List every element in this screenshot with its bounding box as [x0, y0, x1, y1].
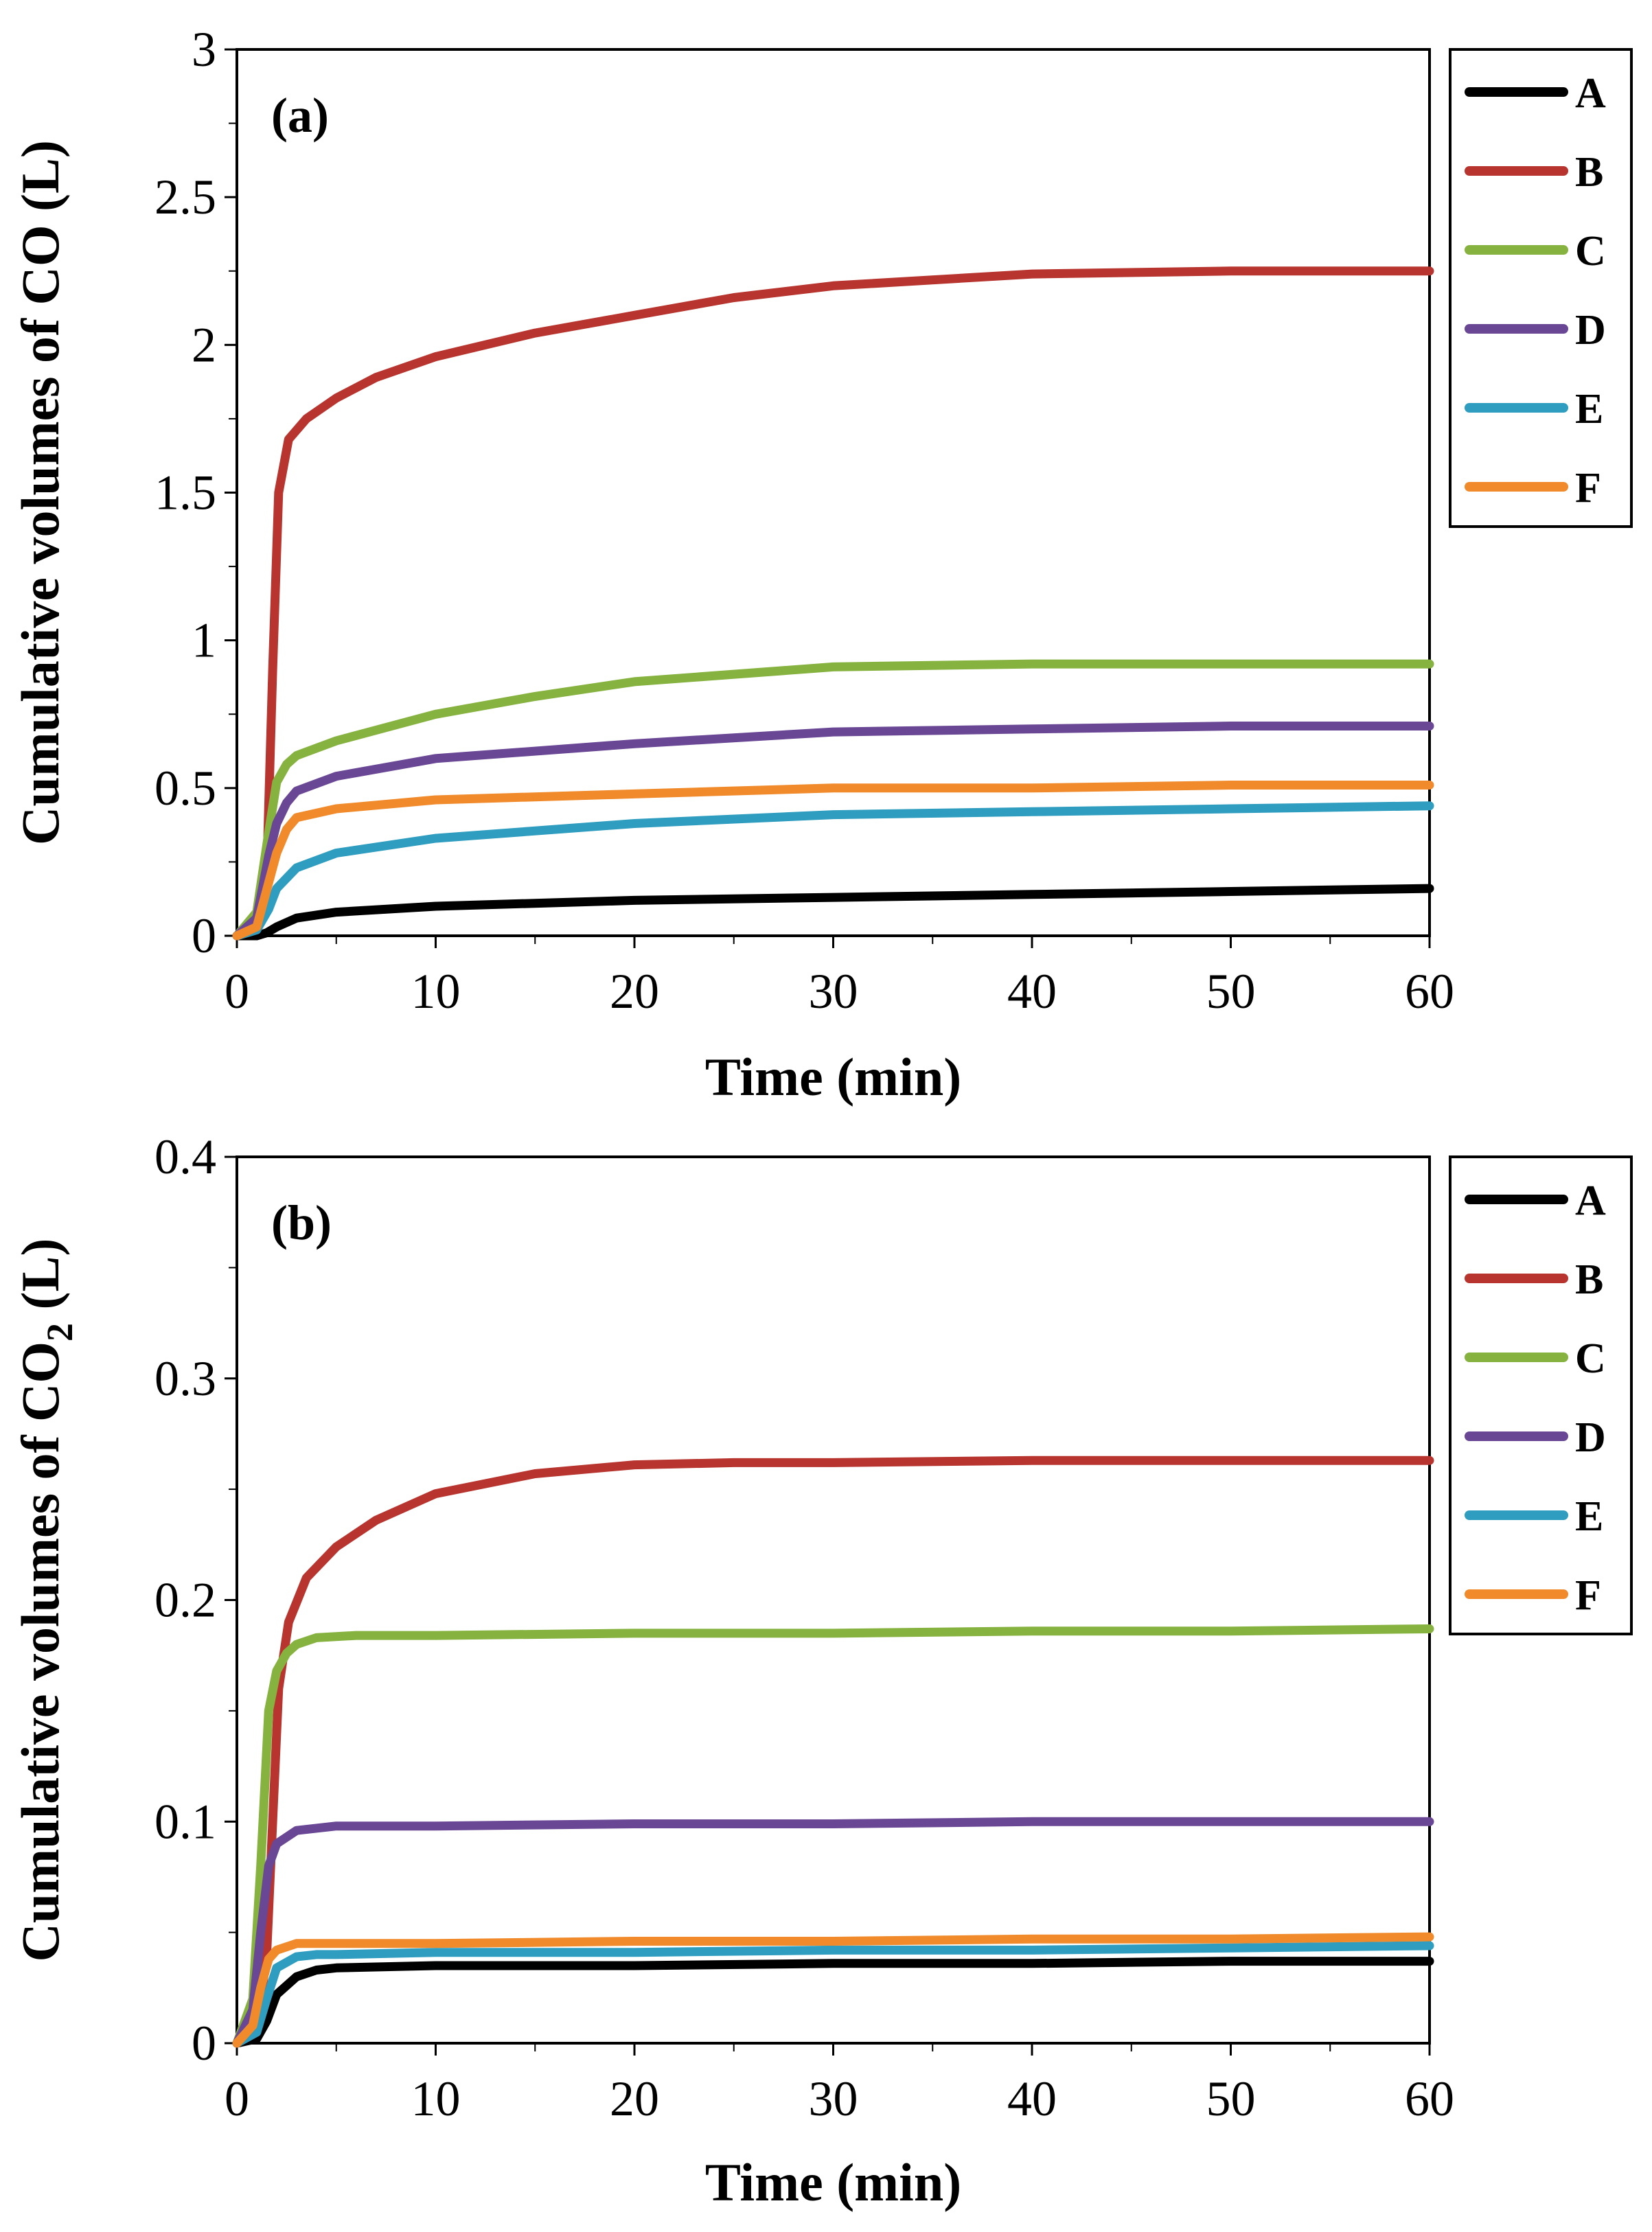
y-tick-label: 3: [192, 22, 216, 77]
legend-label-e: E: [1575, 386, 1603, 433]
panel-label: (b): [271, 1195, 332, 1250]
series-line-b: [232, 266, 1434, 941]
legend-label-f: F: [1575, 465, 1601, 511]
series-line-e: [232, 801, 1434, 941]
legend-label-d: D: [1575, 1414, 1606, 1461]
legend-label-b: B: [1575, 149, 1603, 196]
series-line-f: [232, 1932, 1434, 2048]
legend-label-a: A: [1575, 1177, 1606, 1224]
legend-label-e: E: [1575, 1493, 1603, 1540]
x-tick-label: 60: [1405, 964, 1454, 1019]
y-tick-label: 0.3: [154, 1351, 216, 1406]
panel-b: 0 10 20 30 40 50 60 0 0.1 0.2 0.3 0.4 (b) Time (min) C…: [10, 1129, 1633, 2212]
y-tick-label: 2: [192, 317, 216, 372]
series-line-c: [232, 659, 1434, 941]
plot-frame: [236, 1155, 1431, 2045]
legend-label-c: C: [1575, 1335, 1606, 1382]
legend-label-b: B: [1575, 1256, 1603, 1303]
x-tick-label: 40: [1007, 2071, 1057, 2126]
panel-label: (a): [271, 88, 329, 143]
x-tick-label: 20: [610, 2071, 659, 2126]
y-axis-title: Cumulative volumes of CO2 (L): [10, 1239, 80, 1962]
series-line-c: [232, 1624, 1434, 2048]
x-tick-label: 30: [809, 2071, 858, 2126]
x-tick-label: 50: [1206, 2071, 1256, 2126]
x-tick-label: 0: [225, 964, 249, 1019]
series-line-e: [232, 1941, 1434, 2048]
y-tick-label: 2.5: [154, 170, 216, 225]
series-line-f: [232, 781, 1434, 941]
legend-frame: [1449, 1155, 1633, 1635]
x-tick-label: 0: [225, 2071, 249, 2126]
y-axis-title: Cumulative volumes of CO (L): [10, 140, 70, 845]
y-tick-label: 0: [192, 908, 216, 963]
y-tick-label: 1.5: [154, 465, 216, 520]
x-tick-label: 40: [1007, 964, 1057, 1019]
legend-label-c: C: [1575, 228, 1606, 275]
legend-label-a: A: [1575, 70, 1606, 117]
legend-frame: [1449, 48, 1633, 528]
y-tick-label: 0.1: [154, 1794, 216, 1849]
series-line-a: [232, 884, 1434, 941]
y-tick-label: 1: [192, 613, 216, 668]
x-tick-label: 20: [610, 964, 659, 1019]
x-tick-label: 30: [809, 964, 858, 1019]
x-axis-title: Time (min): [705, 2152, 961, 2212]
x-tick-label: 10: [411, 964, 461, 1019]
x-axis-title: Time (min): [705, 1047, 961, 1107]
series-line-d: [232, 722, 1434, 941]
legend-label-f: F: [1575, 1572, 1601, 1619]
y-tick-label: 0: [192, 2016, 216, 2071]
x-tick-label: 10: [411, 2071, 461, 2126]
y-tick-label: 0.2: [154, 1573, 216, 1628]
x-tick-label: 50: [1206, 964, 1256, 1019]
series-line-d: [232, 1817, 1434, 2048]
x-tick-label: 60: [1405, 2071, 1454, 2126]
legend-label-d: D: [1575, 307, 1606, 354]
series-line-a: [232, 1957, 1434, 2048]
y-tick-label: 0.5: [154, 761, 216, 816]
panel-a: 0 10 20 30 40 50 60 0 0.5 1 1.5 2 2.5 3 (a) Time (min) C…: [10, 22, 1633, 1107]
y-tick-label: 0.4: [154, 1129, 216, 1184]
